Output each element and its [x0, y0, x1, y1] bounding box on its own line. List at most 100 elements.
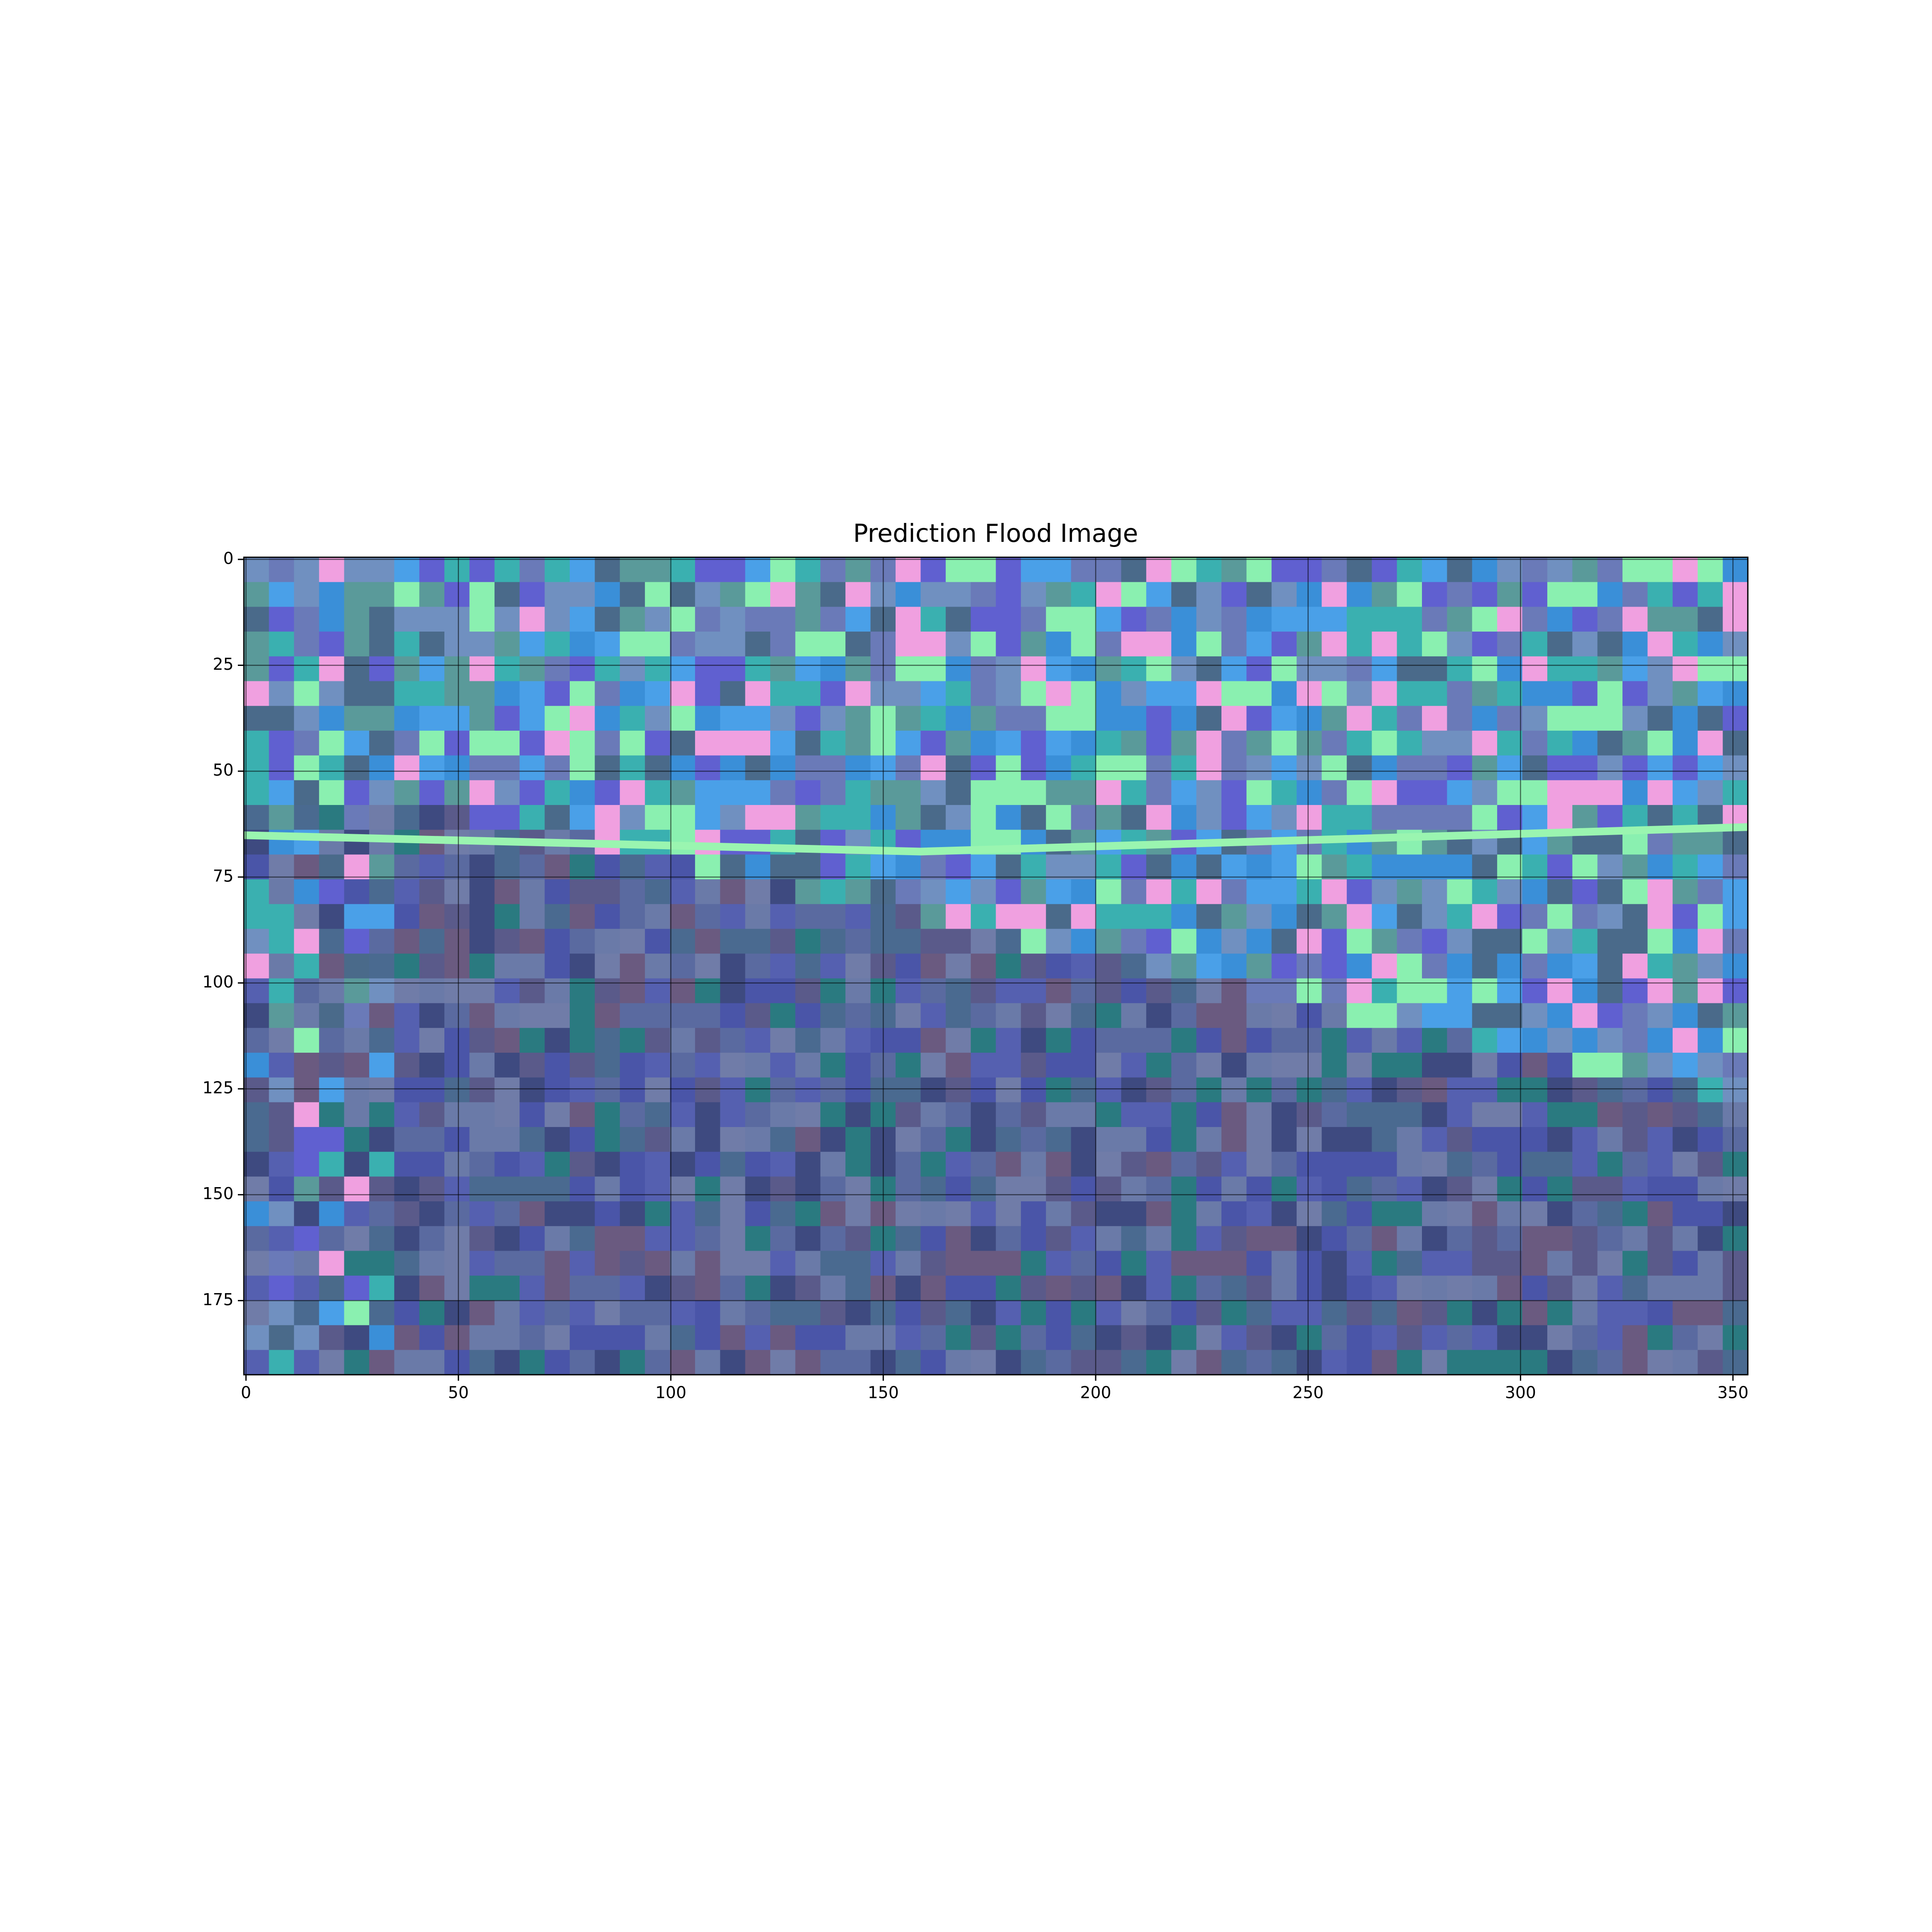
image-pixel	[519, 1201, 545, 1227]
image-pixel	[1422, 656, 1448, 682]
image-pixel	[1146, 854, 1172, 880]
image-pixel	[1171, 1201, 1197, 1227]
image-pixel	[1372, 1176, 1397, 1202]
image-pixel	[1597, 780, 1623, 805]
image-pixel	[1021, 1350, 1047, 1375]
image-pixel	[1146, 904, 1172, 930]
y-tick-label: 25	[213, 655, 234, 674]
image-pixel	[1672, 1176, 1698, 1202]
image-pixel	[1672, 607, 1698, 632]
image-pixel	[720, 1350, 746, 1375]
image-pixel	[1146, 1300, 1172, 1326]
image-pixel	[645, 1077, 671, 1103]
image-pixel	[1021, 805, 1047, 830]
image-pixel	[595, 1176, 620, 1202]
image-pixel	[319, 805, 345, 830]
image-pixel	[996, 1201, 1021, 1227]
image-pixel	[1221, 1028, 1247, 1053]
image-pixel	[344, 1077, 370, 1103]
image-pixel	[1321, 582, 1347, 608]
image-pixel	[1698, 1251, 1723, 1276]
image-pixel	[1522, 730, 1548, 756]
image-pixel	[1271, 1276, 1297, 1301]
image-pixel	[1121, 929, 1147, 954]
image-pixel	[344, 954, 370, 979]
image-pixel	[1221, 780, 1247, 805]
image-pixel	[1321, 1052, 1347, 1078]
image-pixel	[1472, 1251, 1498, 1276]
image-pixel	[770, 954, 796, 979]
image-pixel	[920, 1251, 946, 1276]
image-pixel	[1146, 632, 1172, 657]
image-pixel	[1096, 1226, 1122, 1252]
image-pixel	[1297, 904, 1322, 930]
image-pixel	[1572, 1276, 1598, 1301]
image-pixel	[745, 1052, 771, 1078]
image-pixel	[770, 1176, 796, 1202]
image-pixel	[369, 954, 395, 979]
image-pixel	[720, 879, 746, 905]
image-pixel	[645, 904, 671, 930]
image-pixel	[1698, 978, 1723, 1004]
image-pixel	[1346, 1028, 1373, 1053]
image-pixel	[1622, 854, 1648, 880]
image-pixel	[1522, 557, 1548, 583]
image-pixel	[1297, 1251, 1322, 1276]
image-pixel	[1447, 607, 1473, 632]
image-pixel	[1472, 1350, 1498, 1375]
image-pixel	[620, 904, 646, 930]
image-pixel	[344, 1003, 370, 1029]
image-pixel	[945, 1151, 972, 1177]
image-pixel	[1146, 1102, 1172, 1128]
image-pixel	[1597, 557, 1623, 583]
image-pixel	[369, 1003, 395, 1029]
image-pixel	[1647, 929, 1673, 954]
image-pixel	[1622, 1276, 1648, 1301]
image-pixel	[419, 681, 445, 707]
image-pixel	[1221, 1102, 1247, 1128]
image-pixel	[369, 805, 395, 830]
image-pixel	[1572, 1325, 1598, 1351]
image-pixel	[1497, 1028, 1523, 1053]
image-pixel	[895, 1226, 921, 1252]
image-pixel	[494, 1325, 520, 1351]
image-pixel	[294, 978, 320, 1004]
image-pixel	[244, 755, 270, 781]
image-pixel	[319, 1151, 345, 1177]
image-pixel	[569, 1077, 595, 1103]
image-pixel	[670, 1300, 696, 1326]
image-pixel	[1171, 1052, 1197, 1078]
image-pixel	[1297, 1127, 1322, 1152]
image-pixel	[1472, 1127, 1498, 1152]
image-pixel	[519, 656, 545, 682]
image-pixel	[996, 1350, 1021, 1375]
image-pixel	[971, 1052, 996, 1078]
image-pixel	[1146, 1003, 1172, 1029]
image-pixel	[1497, 656, 1523, 682]
image-pixel	[971, 706, 996, 731]
image-pixel	[469, 1052, 495, 1078]
image-pixel	[1096, 1102, 1122, 1128]
image-pixel	[1046, 1077, 1072, 1103]
image-pixel	[1472, 1052, 1498, 1078]
image-pixel	[720, 755, 746, 781]
image-pixel	[444, 656, 470, 682]
image-pixel	[1647, 1350, 1673, 1375]
image-pixel	[294, 854, 320, 880]
image-pixel	[1698, 1102, 1723, 1128]
image-pixel	[695, 978, 721, 1004]
image-pixel	[945, 1102, 972, 1128]
image-pixel	[1021, 929, 1047, 954]
image-pixel	[469, 978, 495, 1004]
image-pixel	[1321, 805, 1347, 830]
image-pixel	[770, 854, 796, 880]
image-pixel	[996, 1077, 1021, 1103]
image-pixel	[1698, 681, 1723, 707]
image-pixel	[595, 879, 620, 905]
image-pixel	[569, 978, 595, 1004]
image-pixel	[519, 607, 545, 632]
image-pixel	[1522, 805, 1548, 830]
image-pixel	[820, 706, 846, 731]
image-pixel	[1346, 1151, 1373, 1177]
image-pixel	[1497, 1151, 1523, 1177]
